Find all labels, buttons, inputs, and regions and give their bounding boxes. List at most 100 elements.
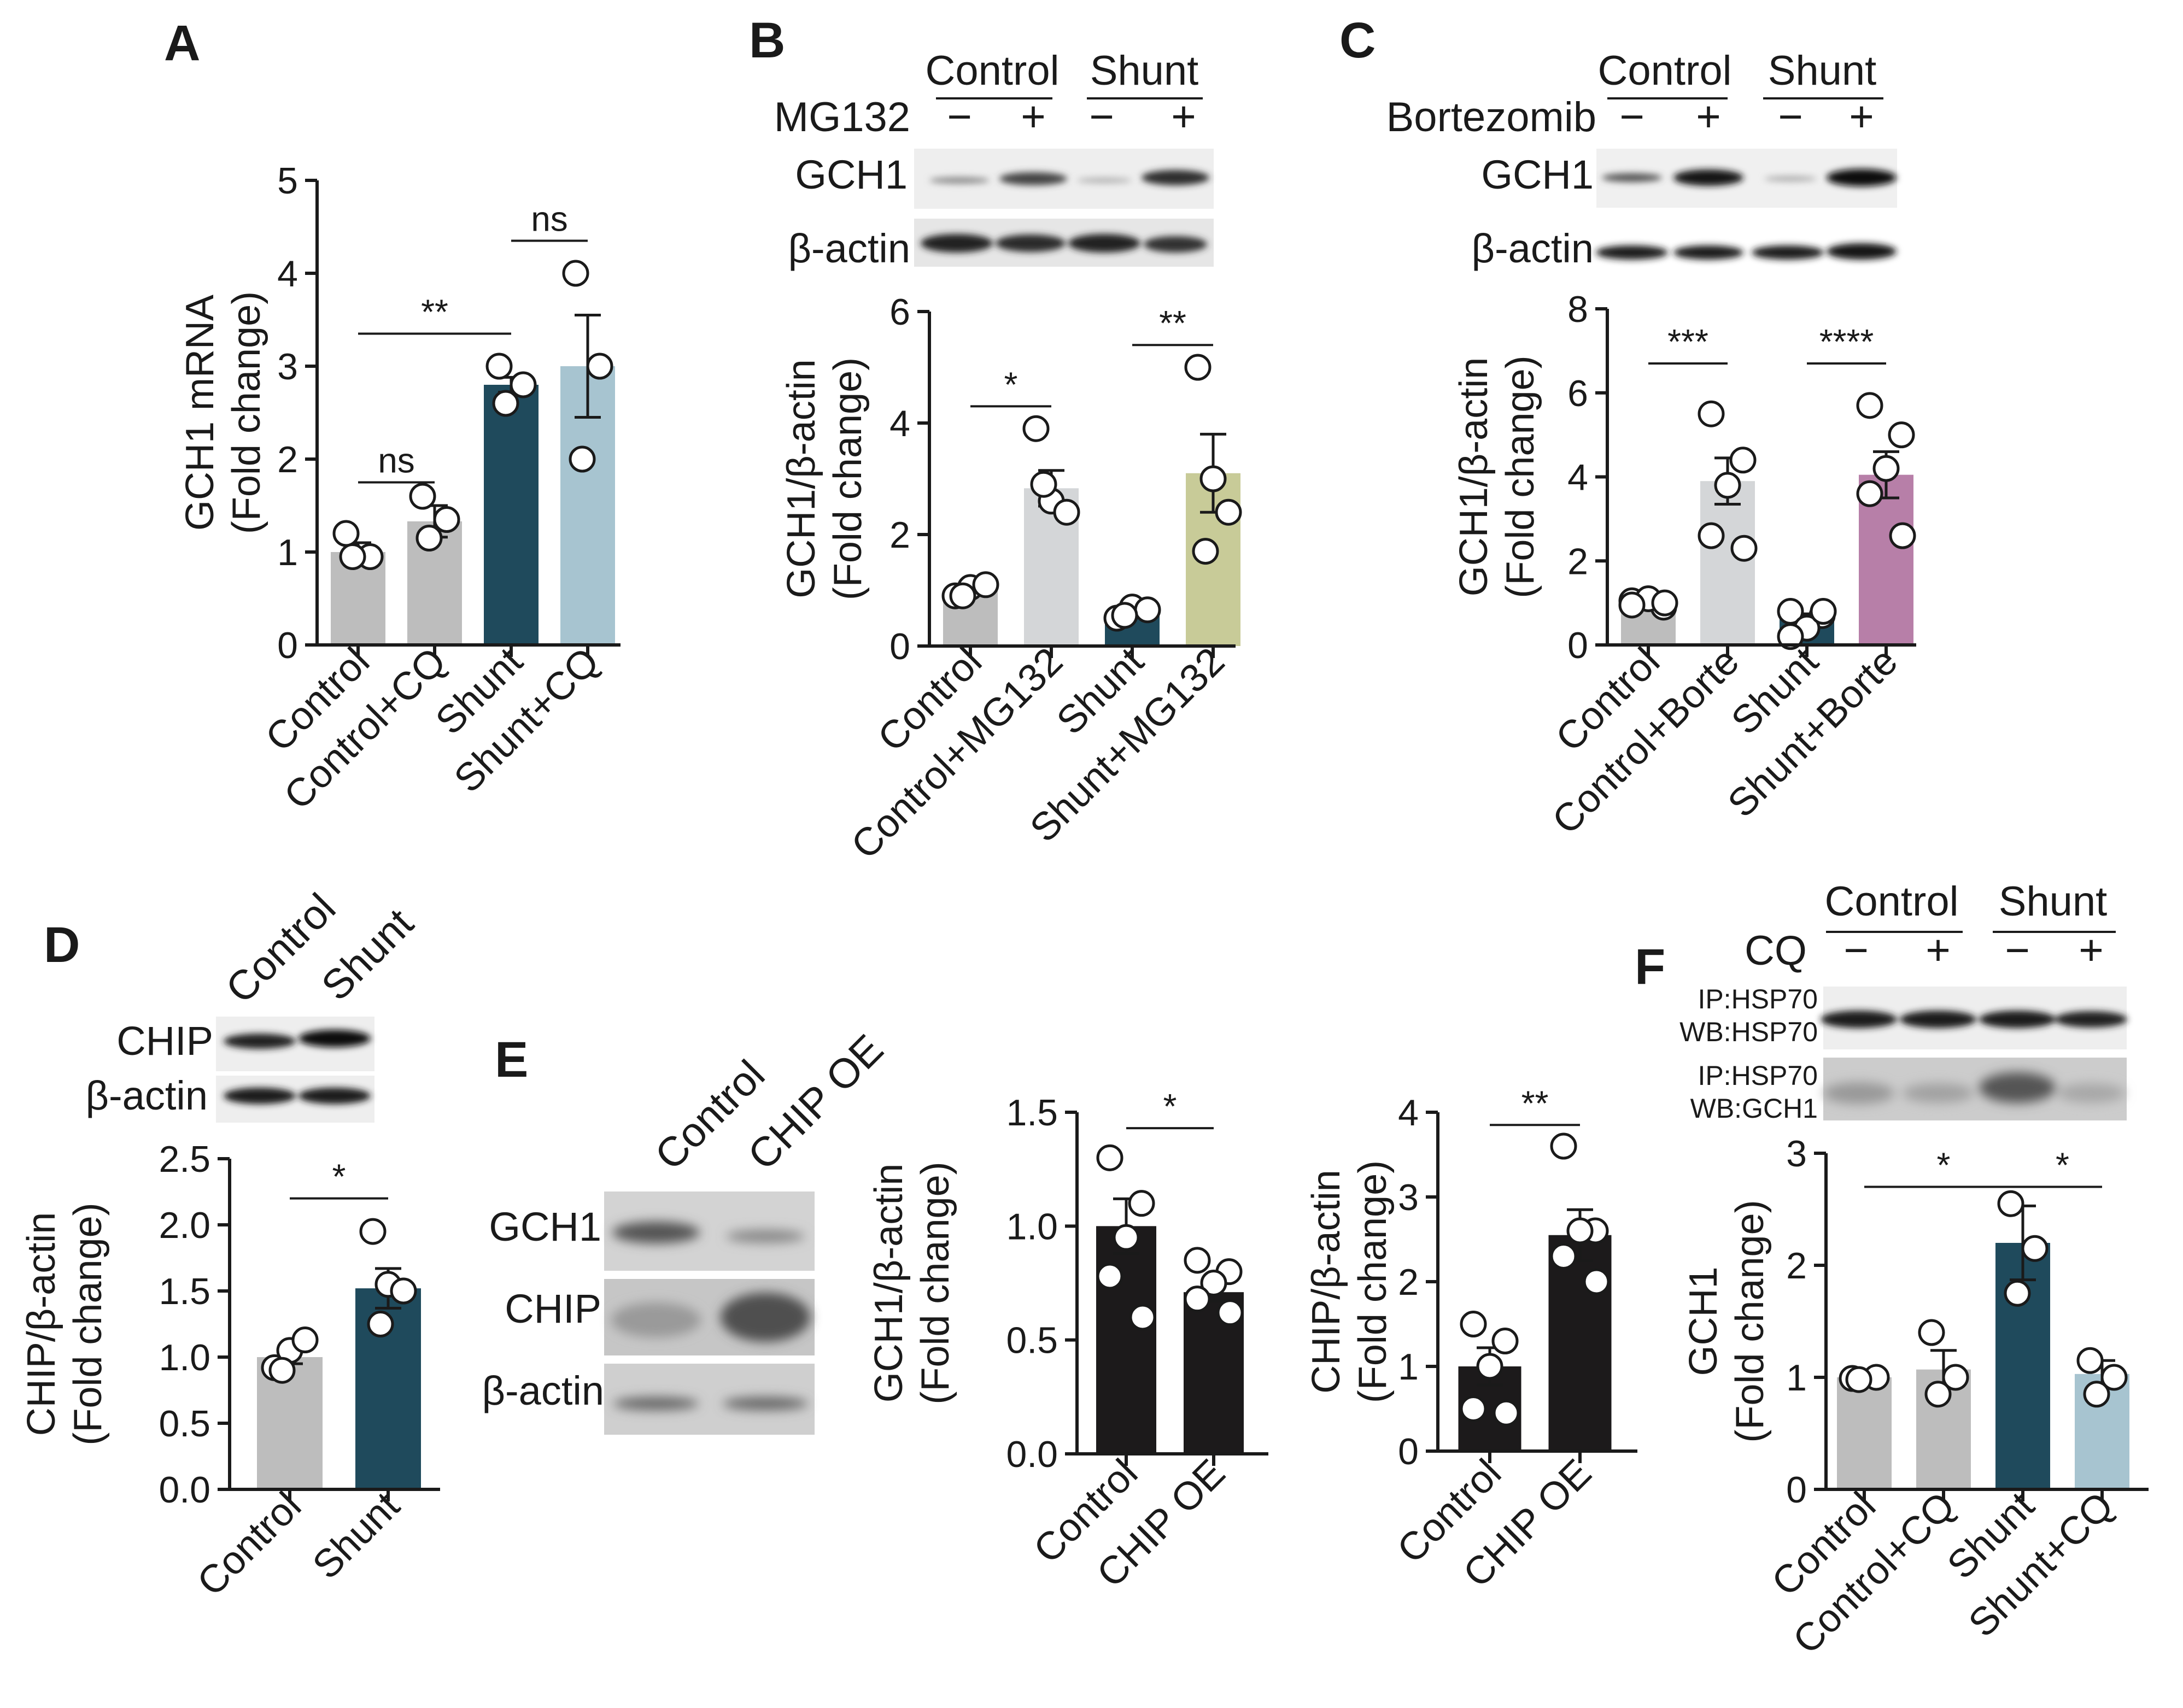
y-axis-label: CHIP/β-actin (20, 1212, 63, 1436)
data-point (949, 582, 976, 609)
blot-e-row2-label: CHIP (505, 1286, 601, 1331)
data-point (1111, 602, 1138, 629)
significance-label: ** (1521, 1083, 1549, 1123)
data-point (2083, 1381, 2110, 1408)
data-point (1845, 1366, 1872, 1393)
data-point (510, 371, 537, 398)
data-point (1134, 596, 1161, 624)
data-point (569, 445, 596, 473)
y-axis-label: GCH1/β-actin (780, 359, 823, 598)
y-tick-label: 6 (1567, 373, 1588, 414)
panel-letter-f: F (1635, 939, 1665, 995)
data-point (2076, 1347, 2104, 1374)
significance-label: * (1937, 1146, 1951, 1185)
data-point (586, 353, 613, 380)
data-point (1618, 591, 1646, 619)
y-tick-label: 2.5 (159, 1138, 210, 1180)
blot-e-band (723, 1397, 808, 1410)
data-point (1022, 415, 1050, 442)
y-tick-label: 1.5 (159, 1271, 210, 1312)
blot-f-group2: Shunt (1999, 878, 2108, 925)
blot-f-treatment: CQ (1745, 928, 1807, 974)
data-point (390, 1277, 417, 1305)
blot-f-row2-ip: IP:HSP70 (1698, 1060, 1818, 1091)
y-tick-label: 2 (1786, 1245, 1807, 1287)
data-point (1460, 1311, 1487, 1337)
blot-e-lane2: CHIP OE (739, 1026, 892, 1179)
y-tick-label: 0 (1786, 1469, 1807, 1511)
significance-label: **** (1819, 322, 1874, 361)
blot-e-band (721, 1293, 810, 1342)
y-tick-label: 2 (889, 514, 910, 556)
y-axis-label: (Fold change) (225, 291, 268, 534)
data-point (1550, 1132, 1577, 1160)
blot-f-band (2055, 1011, 2127, 1028)
panel-letter-b: B (749, 13, 785, 68)
blot-c-lane1-sign: − (1619, 92, 1644, 140)
data-point (485, 353, 513, 380)
blot-d-lane1: Control (217, 885, 344, 1012)
data-point (268, 1357, 296, 1384)
data-point (1698, 400, 1725, 427)
blot-e-band (612, 1222, 700, 1243)
data-point (1651, 589, 1678, 617)
blot-e-row3-label: β-actin (482, 1368, 604, 1413)
data-point (1698, 522, 1725, 549)
data-point (1730, 535, 1758, 562)
chart-b: 0246ControlControl+MG132ShuntShunt+MG132… (780, 291, 1242, 867)
blot-d-row2-label: β-actin (85, 1073, 208, 1118)
data-point (1096, 1263, 1123, 1290)
blot-c-band (1827, 169, 1897, 186)
y-axis-label: CHIP/β-actin (1304, 1170, 1348, 1394)
blot-f-row1-wb: WB:HSP70 (1679, 1017, 1818, 1047)
data-point (291, 1327, 319, 1354)
blot-c-row2-label: β-actin (1471, 226, 1594, 271)
blot-b-group1: Control (926, 48, 1060, 94)
y-tick-label: 3 (1786, 1133, 1807, 1175)
data-point (972, 571, 999, 598)
blot-b-lane3-sign: − (1089, 92, 1114, 140)
blot-d-band (299, 1088, 371, 1104)
significance-label: ns (531, 199, 568, 239)
significance-label: *** (1667, 322, 1708, 361)
data-point (339, 543, 366, 570)
blot-d-band (299, 1030, 371, 1047)
y-tick-label: 4 (277, 253, 298, 295)
blot-f-band (1979, 1072, 2056, 1103)
bar-control (1837, 1377, 1892, 1489)
y-tick-label: 2 (277, 439, 298, 480)
data-point (1184, 354, 1212, 381)
y-axis-label: GCH1 mRNA (178, 295, 222, 531)
data-point (1714, 472, 1741, 499)
data-point (1215, 498, 1242, 526)
blot-c-band (1602, 173, 1662, 182)
data-point (562, 260, 589, 287)
panel-letter-d: D (44, 917, 80, 973)
x-tick-label: Shunt (305, 1484, 408, 1588)
blot-c-group2: Shunt (1768, 48, 1877, 94)
data-point (1924, 1381, 1952, 1408)
significance-label: * (332, 1157, 346, 1196)
y-axis-label: (Fold change) (1728, 1200, 1772, 1442)
y-tick-label: 8 (1567, 289, 1588, 330)
y-tick-label: 5 (277, 160, 298, 202)
blot-e-band (613, 1397, 699, 1410)
blot-f-lane2-sign: + (1926, 926, 1951, 974)
data-point (1200, 1270, 1227, 1296)
data-point (492, 390, 519, 417)
blot-b-band (1077, 178, 1132, 183)
data-point (1583, 1268, 1610, 1295)
blot-b-row2-label: β-actin (788, 226, 910, 271)
y-tick-label: 4 (889, 403, 910, 444)
data-point (433, 506, 460, 533)
blot-e-band (611, 1302, 701, 1337)
blot-b-band (1142, 170, 1209, 185)
y-tick-label: 4 (1398, 1092, 1419, 1134)
significance-label: * (1004, 365, 1018, 404)
y-tick-label: 0 (1567, 625, 1588, 666)
significance-label: * (1163, 1087, 1177, 1126)
y-tick-label: 1 (1786, 1357, 1807, 1399)
